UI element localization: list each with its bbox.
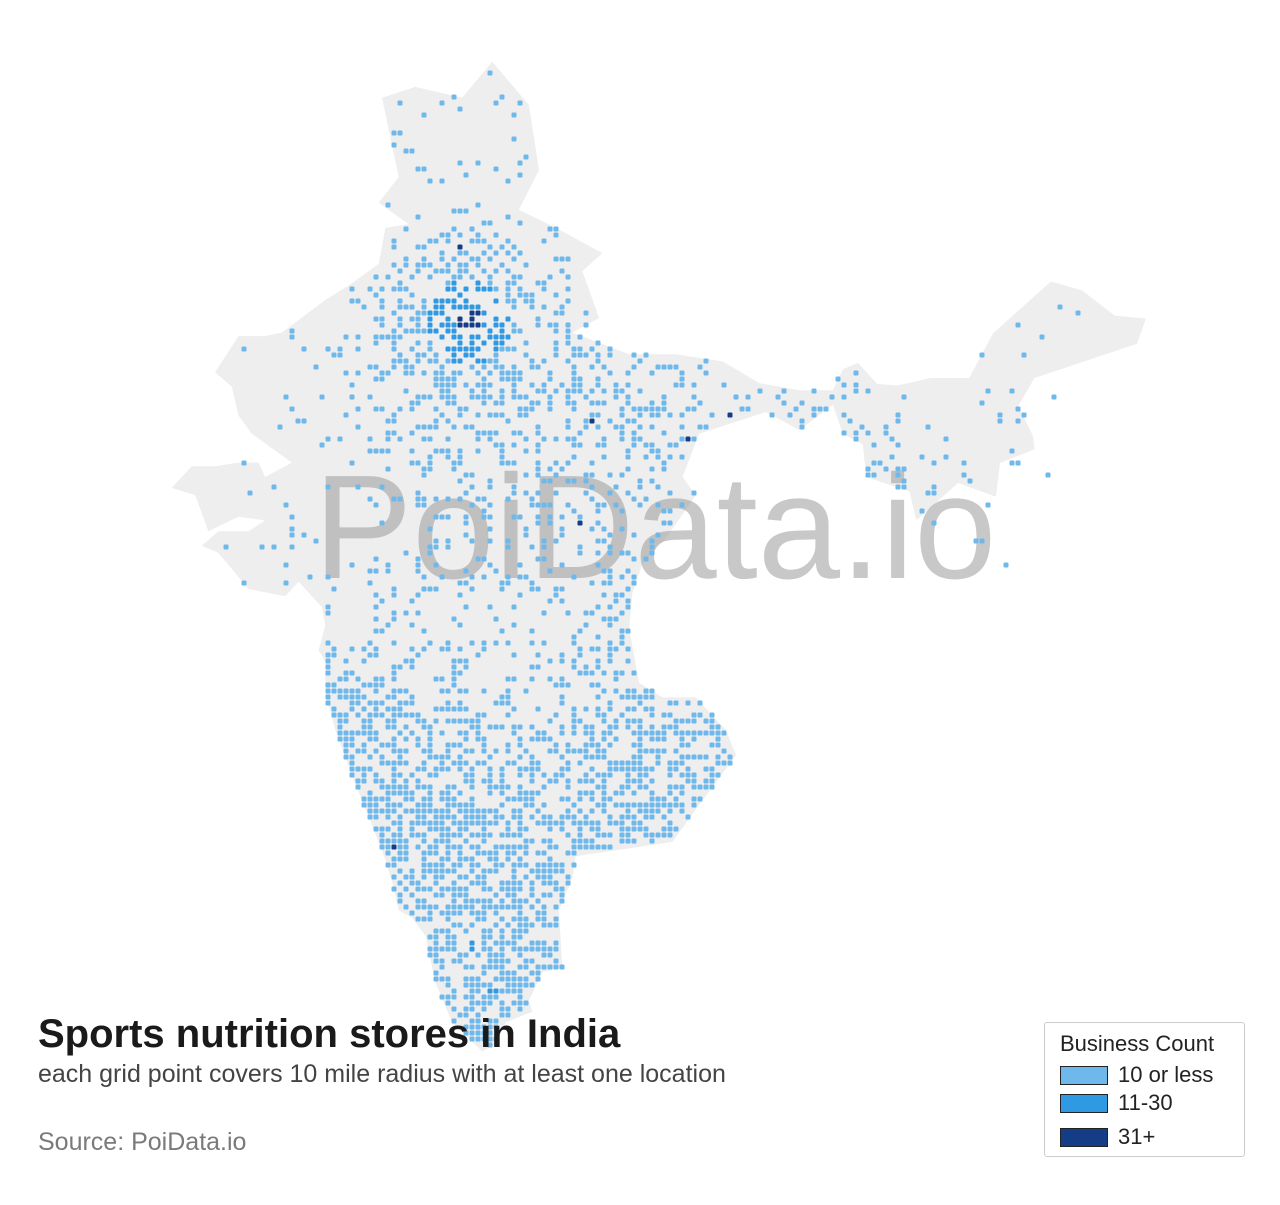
svg-text:PoiData.io: PoiData.io xyxy=(314,445,997,610)
